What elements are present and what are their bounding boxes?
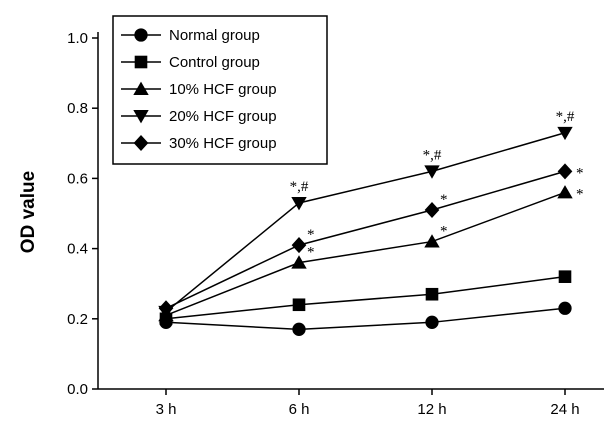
- series-2: [159, 270, 572, 326]
- data-point: [292, 298, 306, 312]
- x-axis-ticks: 3 h 6 h 12 h 24 h: [156, 389, 580, 418]
- legend-label: 10% HCF group: [169, 81, 277, 98]
- series-line: [165, 132, 566, 313]
- legend-entry: 30% HCF group: [121, 134, 277, 152]
- legend-label: Control group: [169, 54, 260, 71]
- data-point: [291, 197, 307, 211]
- y-axis-title: OD value: [18, 171, 39, 253]
- y-tick-label: 0.6: [67, 170, 88, 187]
- legend-entry: Normal group: [121, 27, 260, 44]
- y-tick-label: 0.8: [67, 100, 88, 117]
- significance-mark: *: [576, 165, 584, 181]
- legend-marker: [134, 28, 148, 42]
- legend-label: 30% HCF group: [169, 135, 277, 152]
- y-tick-label: 0.2: [67, 311, 88, 328]
- significance-mark: *,#: [556, 109, 575, 125]
- data-point: [425, 315, 439, 329]
- series-1: [159, 301, 572, 336]
- annotation-layer: *,# *,# *,# * * * * * *: [290, 109, 584, 261]
- legend-marker: [133, 110, 149, 124]
- legend-marker: [133, 81, 149, 95]
- data-point: [557, 163, 573, 180]
- data-point: [558, 301, 572, 315]
- axes: [97, 32, 604, 390]
- legend-entry: 20% HCF group: [121, 108, 277, 125]
- data-point: [558, 270, 572, 283]
- significance-mark: *: [440, 224, 448, 240]
- legend-label: Normal group: [169, 27, 260, 44]
- data-point: [158, 300, 174, 317]
- data-point: [292, 322, 306, 336]
- legend-entry: 10% HCF group: [121, 81, 277, 98]
- data-point: [425, 287, 439, 301]
- x-tick-label: 12 h: [417, 401, 446, 418]
- data-point: [291, 237, 307, 254]
- data-point: [424, 165, 440, 179]
- legend-box: [112, 15, 328, 165]
- series-3: [158, 185, 573, 322]
- legend-label: 20% HCF group: [169, 108, 277, 125]
- series-line: [165, 170, 566, 309]
- series-line: [165, 307, 566, 331]
- series-5: [158, 163, 573, 317]
- legend-marker: [133, 134, 149, 152]
- series-line: [165, 275, 566, 320]
- legend-entry: Control group: [121, 54, 260, 71]
- significance-mark: *: [307, 227, 315, 243]
- y-tick-label: 1.0: [67, 30, 88, 47]
- y-tick-label: 0.0: [67, 381, 88, 398]
- series-layer: [158, 126, 573, 336]
- significance-mark: *: [307, 245, 315, 261]
- significance-mark: *: [576, 186, 584, 202]
- data-point: [424, 234, 440, 248]
- x-tick-label: 6 h: [289, 401, 310, 418]
- data-point: [424, 201, 440, 219]
- significance-mark: *: [440, 192, 448, 208]
- data-point: [557, 185, 573, 199]
- data-point: [557, 126, 573, 141]
- y-axis-ticks: 0.0 0.2 0.4 0.6 0.8 1.0: [67, 30, 98, 398]
- x-tick-label: 3 h: [156, 401, 177, 418]
- data-point: [291, 255, 307, 269]
- x-tick-label: 24 h: [550, 401, 579, 418]
- legend: Normal group Control group 10% HCF group 20…: [112, 15, 328, 165]
- series-line: [165, 191, 566, 316]
- y-tick-label: 0.4: [67, 241, 88, 258]
- significance-mark: *,#: [290, 179, 309, 195]
- significance-mark: *,#: [423, 147, 442, 163]
- legend-marker: [134, 55, 148, 69]
